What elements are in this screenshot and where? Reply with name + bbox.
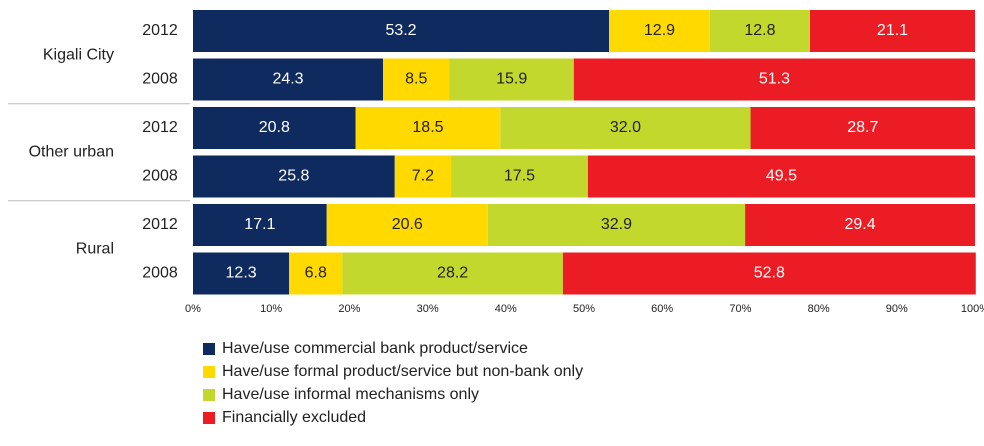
data-label: 25.8 <box>278 168 309 185</box>
legend-label: Financially excluded <box>222 409 366 426</box>
data-label: 18.5 <box>412 119 443 136</box>
group-label: Other urban <box>29 143 114 160</box>
bar-segment <box>193 107 356 149</box>
x-tick-label: 0% <box>185 303 201 315</box>
data-label: 52.8 <box>754 265 785 282</box>
legend-swatch <box>203 412 215 424</box>
data-label: 20.8 <box>259 119 290 136</box>
bar-segment <box>500 107 751 149</box>
bar-segment <box>709 10 810 52</box>
x-tick-label: 40% <box>495 303 517 315</box>
group-label: Kigali City <box>43 46 114 63</box>
bar-segment <box>193 252 290 295</box>
y-tick-label: 2012 <box>142 22 178 39</box>
data-label: 24.3 <box>272 71 303 88</box>
bar-segment <box>809 10 975 52</box>
data-label: 28.2 <box>437 265 468 282</box>
bar-segment <box>326 204 488 246</box>
data-label: 17.5 <box>504 168 535 185</box>
bar-segment <box>394 155 452 198</box>
legend-swatch <box>203 389 215 401</box>
data-label: 12.9 <box>644 22 675 39</box>
x-tick-label: 80% <box>808 303 830 315</box>
y-tick-label: 2012 <box>142 119 178 136</box>
legend-swatch <box>203 366 215 378</box>
legend-label: Have/use formal product/service but non-… <box>222 363 583 380</box>
data-label: 32.9 <box>601 216 632 233</box>
data-label: 20.6 <box>392 216 423 233</box>
bar-segment <box>587 155 975 198</box>
y-tick-label: 2012 <box>142 216 178 233</box>
legend-label: Have/use commercial bank product/service <box>222 340 528 357</box>
bar-segment <box>451 155 588 198</box>
bar-segment <box>449 58 574 101</box>
data-label: 15.9 <box>496 71 527 88</box>
bar-segment <box>750 107 975 149</box>
x-tick-label: 70% <box>729 303 751 315</box>
data-label: 51.3 <box>759 71 790 88</box>
bar-segment <box>609 10 710 52</box>
y-tick-label: 2008 <box>142 265 178 282</box>
data-label: 12.3 <box>226 265 257 282</box>
data-label: 29.4 <box>844 216 875 233</box>
bar-segment <box>383 58 450 101</box>
bar-segment <box>342 252 563 295</box>
x-tick-label: 20% <box>338 303 360 315</box>
bar-segment <box>573 58 975 101</box>
data-label: 17.1 <box>244 216 275 233</box>
data-label: 53.2 <box>385 22 416 39</box>
data-label: 28.7 <box>847 119 878 136</box>
legend-swatch <box>203 343 215 355</box>
bar-segment <box>193 155 395 198</box>
group-label: Rural <box>76 240 114 257</box>
data-label: 7.2 <box>412 168 434 185</box>
bar-segment <box>289 252 343 295</box>
y-tick-label: 2008 <box>142 71 178 88</box>
bar-segment <box>487 204 746 246</box>
data-label: 12.8 <box>744 22 775 39</box>
x-tick-label: 60% <box>651 303 673 315</box>
data-label: 32.0 <box>610 119 641 136</box>
bar-segment <box>193 58 384 101</box>
x-tick-label: 90% <box>886 303 908 315</box>
bar-segment <box>745 204 975 246</box>
bar-segment <box>193 10 610 52</box>
y-tick-label: 2008 <box>142 168 178 185</box>
data-label: 6.8 <box>305 265 327 282</box>
bar-segment <box>562 252 976 295</box>
data-label: 49.5 <box>766 168 797 185</box>
data-label: 8.5 <box>405 71 427 88</box>
bar-segment <box>193 204 327 246</box>
x-tick-label: 30% <box>417 303 439 315</box>
bar-segment <box>355 107 501 149</box>
x-tick-label: 100% <box>961 303 984 315</box>
data-label: 21.1 <box>877 22 908 39</box>
legend-label: Have/use informal mechanisms only <box>222 386 479 403</box>
x-tick-label: 50% <box>573 303 595 315</box>
x-tick-label: 10% <box>260 303 282 315</box>
